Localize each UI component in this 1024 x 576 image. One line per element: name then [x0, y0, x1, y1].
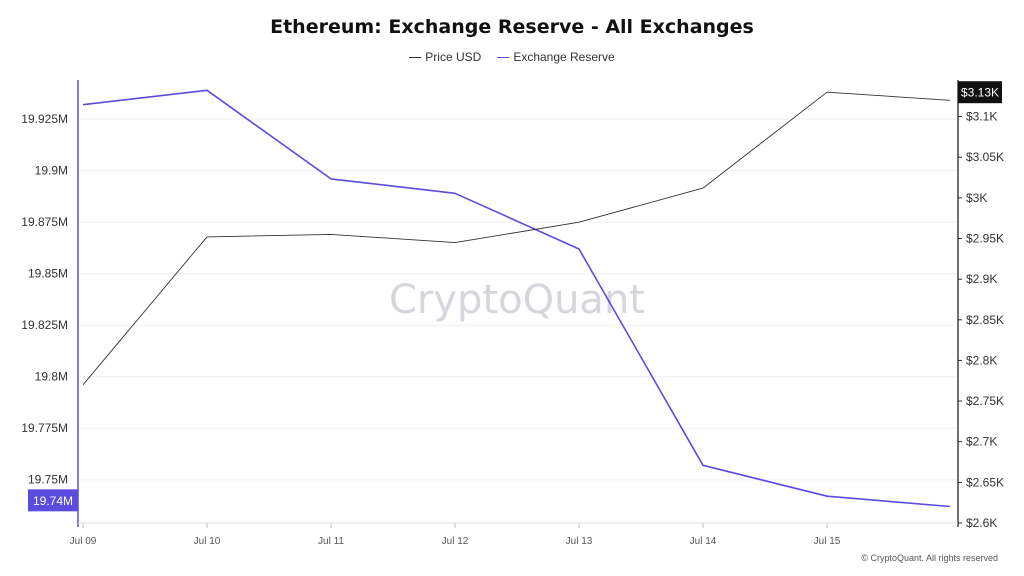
watermark: CryptoQuant — [389, 277, 645, 323]
right-tick-label: $2.8K — [966, 353, 997, 367]
right-tick-label: $3.1K — [966, 110, 997, 124]
x-tick-label: Jul 12 — [442, 536, 469, 547]
left-tick-label: 19.75M — [28, 473, 68, 487]
right-tick-label: $3K — [966, 191, 987, 205]
x-tick-label: Jul 10 — [194, 536, 221, 547]
current-price-badge — [958, 81, 1002, 104]
x-tick-label: Jul 14 — [690, 536, 717, 547]
left-tick-label: 19.85M — [28, 267, 68, 281]
series-line-price-usd — [82, 91, 951, 386]
left-tick-label: 19.9M — [35, 164, 68, 178]
right-tick-label: $2.65K — [966, 475, 1004, 489]
legend-label-price: Price USD — [425, 50, 482, 64]
right-tick-label: $2.95K — [966, 232, 1004, 246]
x-tick-label: Jul 09 — [70, 536, 97, 547]
chart-title: Ethereum: Exchange Reserve - All Exchang… — [270, 16, 754, 38]
legend-item-price[interactable]: Price USD — [409, 50, 481, 64]
right-tick-label: $2.85K — [966, 313, 1004, 327]
left-tick-label: 19.8M — [35, 370, 68, 384]
right-tick-label: $2.75K — [966, 394, 1004, 408]
legend: Price USD Exchange Reserve — [0, 50, 1024, 64]
current-reserve-badge — [28, 489, 78, 512]
right-tick-label: $3.05K — [966, 150, 1004, 164]
right-tick-label: $2.7K — [966, 435, 997, 449]
copyright-text: © CryptoQuant. All rights reserved — [861, 553, 998, 563]
legend-item-reserve[interactable]: Exchange Reserve — [497, 50, 615, 64]
left-tick-label: 19.925M — [21, 112, 68, 126]
left-tick-label: 19.775M — [21, 421, 68, 435]
current-price-label: $3.13K — [961, 86, 999, 100]
legend-label-reserve: Exchange Reserve — [513, 50, 615, 64]
x-tick-label: Jul 13 — [566, 536, 593, 547]
x-tick-label: Jul 15 — [814, 536, 841, 547]
left-tick-label: 19.825M — [21, 318, 68, 332]
legend-swatch-price — [409, 56, 422, 58]
current-reserve-label: 19.74M — [33, 494, 73, 508]
legend-swatch-reserve — [497, 56, 510, 58]
right-tick-label: $2.6K — [966, 516, 997, 530]
x-tick-label: Jul 11 — [318, 536, 344, 547]
right-tick-label: $2.9K — [966, 272, 997, 286]
series-line-exchange-reserve — [82, 89, 951, 508]
left-tick-label: 19.875M — [21, 215, 68, 229]
